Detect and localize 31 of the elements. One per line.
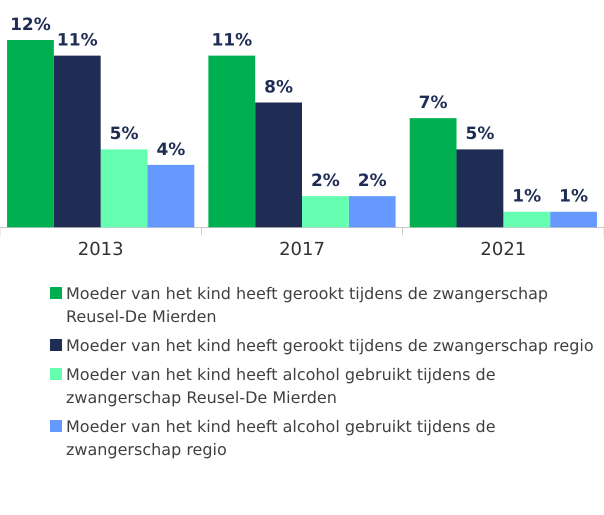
bar	[348, 196, 396, 228]
data-label: 5%	[110, 124, 139, 144]
data-label: 7%	[418, 93, 448, 114]
data-label: 5%	[465, 124, 494, 144]
legend-label: Moeder van het kind heeft alcohol gebruikt tijdens de zwangerschap Reusel-De Mierden	[66, 364, 497, 409]
bar	[255, 102, 302, 228]
bar	[208, 56, 256, 228]
bar	[302, 196, 349, 228]
bar	[100, 149, 148, 228]
bar	[550, 212, 597, 228]
legend-label: Moeder van het kind heeft gerookt tijdens de zwangerschap Reusel-De Mierden	[66, 283, 550, 328]
data-label: 2%	[358, 171, 387, 192]
x-tick-label: 2017	[279, 238, 325, 260]
bar	[54, 56, 101, 228]
bar	[503, 212, 550, 228]
bar	[456, 149, 504, 228]
data-label: 2%	[310, 171, 340, 192]
x-tick-label: 2013	[78, 238, 124, 260]
data-label: 11%	[211, 30, 252, 51]
bar	[7, 40, 54, 228]
legend-label: Moeder van het kind heeft gerookt tijdens de zwangerschap regio	[66, 335, 594, 357]
bar	[410, 118, 457, 228]
x-tick-label: 2021	[480, 238, 526, 260]
data-label: 4%	[156, 140, 186, 160]
data-label: 1%	[512, 186, 542, 207]
data-label: 11%	[56, 30, 98, 51]
data-label: 8%	[264, 77, 294, 98]
bar	[147, 164, 194, 228]
data-label: 1%	[559, 186, 588, 207]
legend-label: Moeder van het kind heeft alcohol gebruikt tijdens de zwangerschap regio	[66, 416, 497, 461]
data-label: 12%	[10, 14, 51, 35]
